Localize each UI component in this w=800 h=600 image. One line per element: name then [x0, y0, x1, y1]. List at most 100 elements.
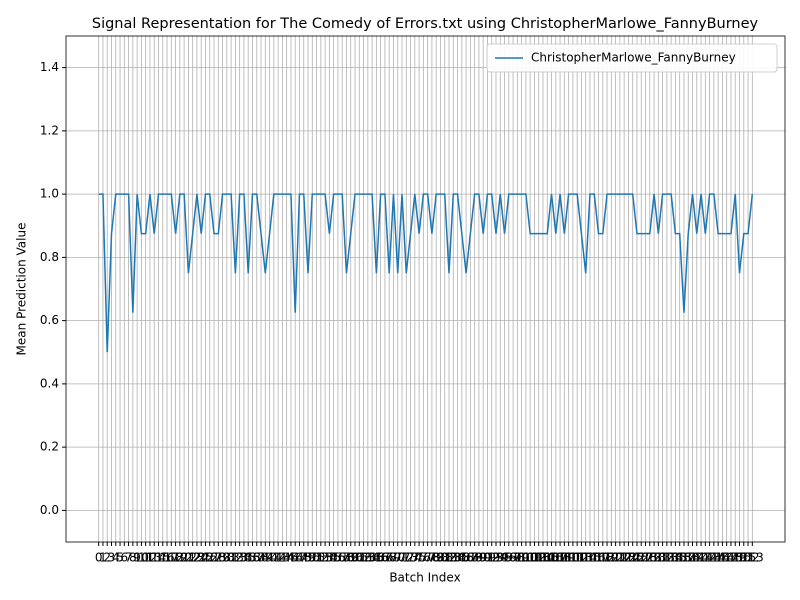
x-tick-label: 109 [553, 551, 576, 565]
x-tick-label: 73 [403, 551, 418, 565]
x-tick-label: 102 [523, 551, 546, 565]
x-tick-label: 143 [698, 551, 721, 565]
x-tick-label: 149 [724, 551, 747, 565]
x-tick-label: 132 [651, 551, 674, 565]
x-tick-label: 146 [711, 551, 734, 565]
x-tick-label: 13 [147, 551, 162, 565]
x-tick-label: 35 [241, 551, 256, 565]
x-tick-label: 36 [245, 551, 260, 565]
x-tick-label: 51 [309, 551, 324, 565]
x-tick-label: 88 [467, 551, 482, 565]
x-tick-label: 32 [228, 551, 243, 565]
x-tick-label: 3 [108, 551, 116, 565]
y-tick-label: 0.4 [40, 376, 59, 390]
x-tick-label: 16 [159, 551, 174, 565]
x-tick-label: 126 [626, 551, 649, 565]
x-tick-label: 84 [450, 551, 465, 565]
x-tick-label: 141 [690, 551, 713, 565]
x-tick-label: 131 [647, 551, 670, 565]
x-tick-label: 0 [95, 551, 103, 565]
x-tick-label: 48 [296, 551, 311, 565]
x-tick-label: 40 [262, 551, 277, 565]
x-tick-label: 26 [202, 551, 217, 565]
x-tick-label: 69 [386, 551, 401, 565]
x-tick-label: 41 [266, 551, 281, 565]
x-tick-label: 46 [288, 551, 303, 565]
x-tick-label: 110 [557, 551, 580, 565]
x-tick-label: 117 [587, 551, 610, 565]
x-tick-label: 150 [728, 551, 751, 565]
legend-label: ChristopherMarlowe_FannyBurney [531, 51, 736, 65]
x-tick-label: 123 [613, 551, 636, 565]
x-tick-label: 31 [223, 551, 238, 565]
x-tick-label: 79 [429, 551, 444, 565]
x-tick-label: 89 [471, 551, 486, 565]
x-tick-label: 139 [681, 551, 704, 565]
x-tick-label: 83 [446, 551, 461, 565]
x-tick-label: 15 [155, 551, 170, 565]
x-tick-label: 23 [189, 551, 204, 565]
x-tick-label: 42 [270, 551, 285, 565]
x-tick-label: 100 [514, 551, 537, 565]
x-tick-label: 134 [660, 551, 683, 565]
x-tick-label: 95 [497, 551, 512, 565]
x-tick-label: 137 [673, 551, 696, 565]
x-tick-label: 27 [206, 551, 221, 565]
x-tick-label: 5 [116, 551, 124, 565]
y-tick-label: 0.0 [40, 503, 59, 517]
y-tick-label: 1.0 [40, 187, 59, 201]
x-tick-label: 99 [514, 551, 529, 565]
x-tick-label: 50 [305, 551, 320, 565]
x-tick-label: 65 [369, 551, 384, 565]
x-tick-label: 151 [732, 551, 755, 565]
x-tick-label: 93 [488, 551, 503, 565]
x-tick-label: 38 [253, 551, 268, 565]
x-tick-label: 76 [416, 551, 431, 565]
x-tick-label: 64 [364, 551, 379, 565]
x-tick-label: 81 [437, 551, 452, 565]
x-tick-label: 119 [596, 551, 619, 565]
x-tick-label: 145 [707, 551, 730, 565]
x-tick-label: 85 [454, 551, 469, 565]
x-tick-label: 20 [176, 551, 191, 565]
x-tick-label: 91 [480, 551, 495, 565]
x-tick-label: 92 [484, 551, 499, 565]
x-tick-label: 52 [313, 551, 328, 565]
x-tick-label: 77 [420, 551, 435, 565]
x-tick-label: 67 [377, 551, 392, 565]
x-tick-label: 94 [493, 551, 508, 565]
x-tick-label: 6 [120, 551, 128, 565]
x-tick-label: 71 [394, 551, 409, 565]
x-tick-label: 153 [741, 551, 764, 565]
x-tick-label: 21 [181, 551, 196, 565]
x-tick-label: 43 [275, 551, 290, 565]
x-tick-label: 55 [326, 551, 341, 565]
x-tick-label: 98 [510, 551, 525, 565]
y-axis-label: Mean Prediction Value [15, 223, 29, 356]
x-tick-label: 140 [685, 551, 708, 565]
x-tick-label: 34 [236, 551, 251, 565]
x-tick-label: 63 [360, 551, 375, 565]
x-tick-label: 118 [591, 551, 614, 565]
x-tick-label: 97 [505, 551, 520, 565]
x-tick-label: 59 [343, 551, 358, 565]
x-tick-label: 70 [390, 551, 405, 565]
x-tick-label: 125 [621, 551, 644, 565]
x-tick-label: 7 [125, 551, 133, 565]
x-tick-label: 82 [441, 551, 456, 565]
x-tick-label: 103 [527, 551, 550, 565]
x-tick-label: 144 [702, 551, 725, 565]
x-tick-label: 62 [356, 551, 371, 565]
x-tick-label: 8 [129, 551, 137, 565]
x-tick-label: 54 [322, 551, 337, 565]
x-tick-label: 138 [677, 551, 700, 565]
x-tick-label: 101 [519, 551, 542, 565]
x-tick-label: 17 [164, 551, 179, 565]
x-tick-label: 104 [532, 551, 555, 565]
x-tick-label: 96 [501, 551, 516, 565]
x-tick-label: 9 [133, 551, 141, 565]
x-tick-label: 130 [643, 551, 666, 565]
x-tick-label: 2 [103, 551, 111, 565]
x-tick-label: 39 [258, 551, 273, 565]
x-tick-label: 127 [630, 551, 653, 565]
